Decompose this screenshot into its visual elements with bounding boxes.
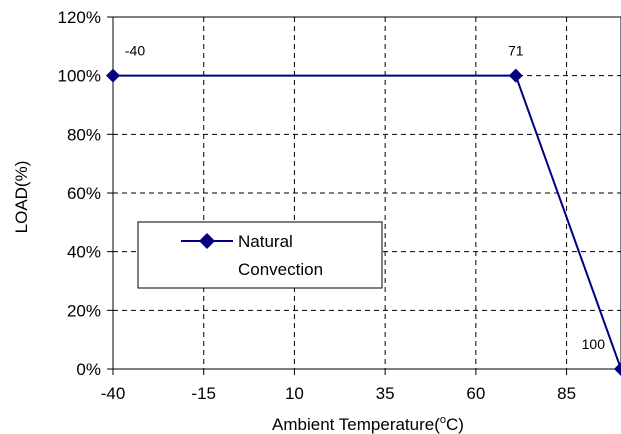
diamond-marker — [106, 68, 120, 83]
legend-diamond-marker — [199, 233, 215, 249]
data-label: -40 — [125, 43, 145, 59]
x-axis-title-main: Ambient Temperature( — [272, 415, 440, 434]
data-label: 100 — [582, 336, 606, 352]
x-tick-label: 85 — [557, 384, 576, 403]
y-axis-ticks: 0% 20% 40% 60% 80% 100% 120% — [58, 8, 113, 379]
legend: Natural Convection — [137, 221, 383, 289]
y-axis-title: LOAD(%) — [12, 161, 31, 234]
grid — [113, 17, 621, 369]
data-labels: -40 71 100 — [125, 43, 605, 352]
diamond-marker — [508, 68, 523, 83]
degree-superscript: o — [440, 414, 446, 426]
x-axis-ticks: -40 -15 10 35 60 85 — [101, 369, 576, 403]
x-tick-label: 60 — [466, 384, 485, 403]
y-tick-label: 20% — [67, 301, 101, 320]
data-label: 71 — [508, 43, 524, 59]
series-natural-convection — [106, 68, 621, 376]
diamond-marker — [614, 362, 621, 376]
x-tick-label: -15 — [191, 384, 216, 403]
legend-label-line1: Natural — [238, 232, 293, 251]
legend-box — [137, 221, 383, 289]
y-tick-label: 0% — [76, 360, 101, 379]
x-tick-label: -40 — [101, 384, 126, 403]
legend-label-line2: Convection — [238, 260, 323, 279]
y-tick-label: 60% — [67, 184, 101, 203]
y-tick-label: 120% — [58, 8, 101, 27]
y-tick-label: 100% — [58, 67, 101, 86]
y-tick-label: 40% — [67, 243, 101, 262]
x-axis-title: Ambient Temperature(oC) — [272, 414, 464, 434]
x-axis-title-unit: C) — [446, 415, 464, 434]
y-tick-label: 80% — [67, 125, 101, 144]
x-tick-label: 10 — [285, 384, 304, 403]
x-tick-label: 35 — [376, 384, 395, 403]
